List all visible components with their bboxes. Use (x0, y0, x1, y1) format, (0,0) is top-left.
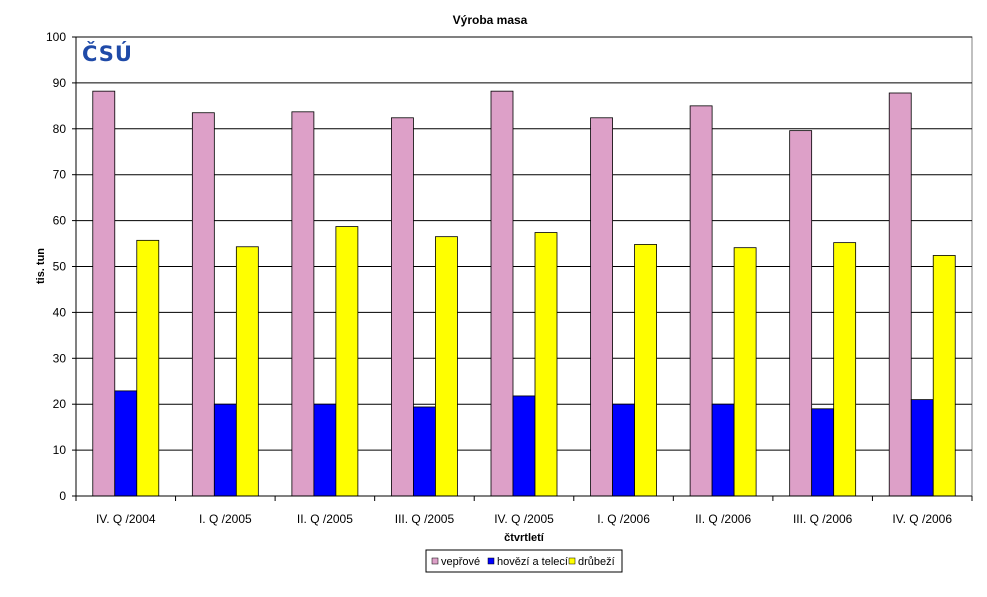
bar (291, 111, 315, 497)
bar (590, 117, 613, 497)
chart-title: Výroba masa (453, 13, 528, 27)
bar (910, 399, 934, 497)
y-tick-label: 30 (53, 351, 67, 365)
legend: vepřové hovězí a telecí drůbeží (425, 549, 623, 573)
bar (435, 236, 458, 497)
bar (335, 226, 359, 497)
y-tick-label: 20 (53, 397, 67, 411)
y-tick-label: 10 (53, 443, 67, 457)
legend-swatch-hovezi (487, 557, 495, 565)
legend-swatch-drubezi (568, 557, 576, 565)
bar (490, 90, 514, 497)
bar (534, 232, 558, 497)
bar (811, 408, 835, 497)
bars (92, 90, 956, 497)
y-tick-label: 60 (53, 214, 67, 228)
y-axis-ticks: 0 10 20 30 40 50 60 70 80 90 100 (46, 30, 76, 503)
x-axis-ticks: IV. Q /2004 I. Q /2005 II. Q /2005 III. Q /… (75, 496, 973, 526)
bar (512, 395, 536, 497)
bar (789, 130, 813, 497)
bar (191, 112, 215, 497)
y-tick-label: 40 (53, 305, 67, 319)
y-tick-label: 50 (53, 260, 67, 274)
bar (888, 92, 912, 497)
x-tick-label: IV. Q /2005 (494, 512, 554, 526)
bar (114, 390, 138, 497)
legend-label-veprove: vepřové (441, 556, 480, 568)
bar (391, 117, 414, 497)
x-tick-label: II. Q /2006 (695, 512, 751, 526)
legend-label-hovezi: hovězí a telecí (497, 556, 568, 568)
x-axis-label: čtvrtletí (504, 532, 545, 544)
bar (213, 403, 237, 497)
legend-label-drubezi: drůbeží (578, 556, 615, 568)
x-tick-label: III. Q /2006 (793, 512, 853, 526)
x-tick-label: I. Q /2005 (199, 512, 252, 526)
bar (634, 244, 657, 497)
y-axis-label: tis. tun (35, 248, 47, 284)
bar (932, 255, 956, 497)
legend-swatch-veprove (431, 557, 439, 565)
bar (136, 239, 160, 497)
logo-text: ČSÚ (82, 41, 133, 66)
y-tick-label: 80 (53, 122, 67, 136)
bar (413, 406, 436, 497)
x-tick-label: II. Q /2005 (297, 512, 353, 526)
bar (313, 403, 337, 497)
bar (711, 403, 735, 497)
x-tick-label: IV. Q /2006 (892, 512, 952, 526)
y-tick-label: 0 (59, 489, 66, 503)
bar (833, 242, 857, 497)
y-tick-label: 70 (53, 168, 67, 182)
x-tick-label: I. Q /2006 (597, 512, 650, 526)
x-tick-label: III. Q /2005 (395, 512, 455, 526)
bar (689, 105, 713, 497)
bar (733, 247, 757, 497)
bar (92, 90, 116, 497)
y-tick-label: 100 (46, 30, 66, 44)
bar (612, 403, 635, 497)
csu-logo: ČSÚ (82, 41, 133, 66)
legend-box (425, 549, 623, 573)
y-tick-label: 90 (53, 76, 67, 90)
bar (235, 246, 259, 497)
x-tick-label: IV. Q /2004 (96, 512, 156, 526)
